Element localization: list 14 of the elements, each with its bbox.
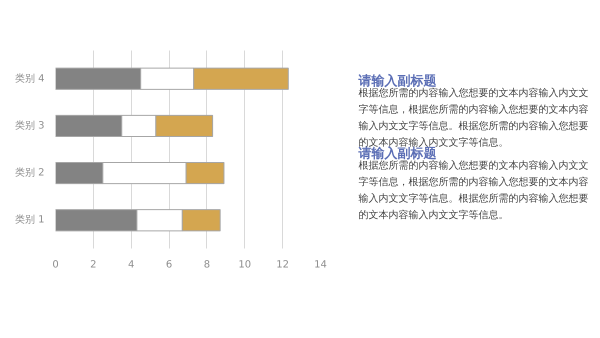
y-tick-label: 类别 4 (14, 72, 45, 84)
x-tick-label: 2 (90, 260, 97, 270)
x-tick-label: 12 (276, 260, 290, 270)
x-tick-label: 14 (314, 260, 327, 270)
y-tick-label: 类别 2 (14, 166, 45, 179)
x-tick-label: 6 (166, 260, 172, 270)
x-tick-label: 10 (238, 260, 252, 270)
x-tick-label: 8 (204, 260, 210, 270)
text: 根据您所需的内容输入您想要的文本内容输入内文文字等信息，根据您所需的内容输入您想要的文本内容输入内文文字等信息。根据您所需的内容输入您想要的文本内容输入内文文字等信息。 (358, 160, 588, 222)
x-tick-label: 4 (128, 260, 134, 270)
y-tick-label: 类别 1 (14, 214, 45, 226)
x-tick-label: 0 (52, 260, 59, 270)
text: 请输入副标题 (358, 72, 436, 89)
y-tick-label: 类别 3 (14, 119, 45, 132)
